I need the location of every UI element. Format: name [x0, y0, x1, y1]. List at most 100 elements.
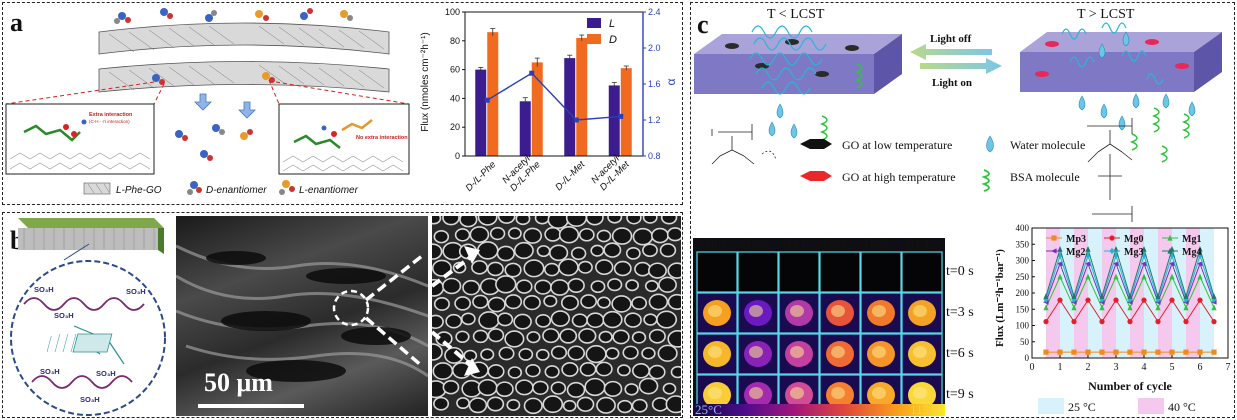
thermal-row-label-3: t=9 s [946, 387, 974, 402]
thermal-cell-0-4 [860, 251, 902, 293]
thermal-image-grid [693, 238, 945, 416]
flux-point-Mg4 [1155, 293, 1161, 299]
thermal-cell-0-0 [696, 251, 738, 293]
colorbar-max: 115°C [910, 402, 943, 417]
thermal-col-label-4: Mg3 [861, 236, 889, 251]
flux-point-Mp3 [1113, 349, 1119, 355]
thermal-col-label-1: Mg0 [738, 236, 766, 251]
panel-b [2, 212, 683, 418]
flux-x-tick-label: 3 [1114, 362, 1119, 373]
y2-tick-label: 2.4 [648, 7, 661, 17]
flux-y-tick-label: 150 [1016, 304, 1030, 314]
bar-D-2 [576, 37, 588, 156]
panel-a [2, 2, 683, 205]
flux-point-Mg4 [1099, 293, 1105, 299]
y2-tick-label: 2.0 [648, 43, 661, 53]
flux-point-Mg4 [1211, 293, 1217, 299]
pore-texture [432, 216, 681, 415]
flux-legend-marker-Mg1 [1167, 234, 1173, 241]
thermal-cell-0-3 [819, 251, 861, 293]
flux-series-Mg1 [1043, 273, 1217, 311]
flux-y-tick-label: 250 [1016, 272, 1030, 282]
membrane-high-temp [1020, 22, 1222, 92]
zoom-circle [10, 260, 166, 416]
flux-point-Mg0 [1197, 297, 1203, 303]
svg-text:SO₃H: SO₃H [34, 285, 54, 294]
flux-legend-label-Mp3: Mp3 [1066, 234, 1086, 245]
flux-x-tick-label: 7 [1226, 362, 1231, 373]
flux-series-Mg0 [1043, 297, 1217, 325]
flux-point-Mp3 [1127, 349, 1133, 355]
inset-no-extra-interaction: No extra interaction [278, 103, 410, 175]
legend-swatch-D [587, 34, 601, 44]
temperature-colorbar: 25°C 115°C [693, 402, 945, 417]
flux-point-Mg0 [1043, 319, 1049, 325]
flux-point-Mg4 [1043, 293, 1049, 299]
category-label-0: D-/L-Phe [464, 159, 499, 194]
y-tick-label: 40 [450, 93, 460, 103]
flux-point-Mg0 [1183, 319, 1189, 325]
flux-legend-marker-Mg2 [1050, 248, 1057, 254]
bar-L-0 [475, 69, 487, 156]
thermal-col-label-0: Mp3 [697, 236, 725, 251]
flux-legend-label-Mg3: Mg3 [1124, 247, 1143, 258]
flux-point-Mg1 [1141, 273, 1147, 280]
pnipam-structure-right [1087, 118, 1133, 222]
thermal-cell-0-5 [901, 251, 943, 293]
flux-x-tick-label: 2 [1086, 362, 1091, 373]
zoom-line [63, 243, 90, 261]
left-title: T < LCST [767, 7, 825, 22]
bar-D-1 [531, 62, 543, 156]
alpha-line [486, 72, 621, 121]
svg-text:SO₃H: SO₃H [54, 311, 74, 320]
y2-tick-label: 1.6 [648, 79, 661, 89]
band-legend: 25 °C 40 °C [1038, 398, 1196, 414]
bar-chart-ylabel: Flux (nmoles cm⁻²h⁻¹) [420, 32, 431, 131]
flux-point-Mp3 [1043, 349, 1049, 355]
flux-point-Mg0 [1085, 297, 1091, 303]
flux-point-Mp3 [1169, 349, 1175, 355]
flux-point-Mg1 [1127, 304, 1133, 311]
membrane-low-temp [694, 25, 902, 95]
flux-point-Mg0 [1113, 297, 1119, 303]
flux-point-Mg2 [1084, 261, 1091, 267]
thermal-cells [696, 251, 943, 416]
panel-c [690, 2, 1235, 418]
flux-chart-ylabel: Flux (Lm⁻²h⁻¹bar⁻¹) [994, 249, 1006, 347]
flux-y-tick-label: 50 [1020, 337, 1030, 347]
flux-legend-label-Mg0: Mg0 [1124, 234, 1143, 245]
flux-point-Mg1 [1211, 304, 1217, 311]
colorbar-min: 25°C [695, 402, 722, 417]
sem-pore-image [432, 216, 681, 416]
polymer-chains [23, 297, 145, 389]
go-membrane-bottom [98, 61, 390, 93]
flux-point-Mg4 [1197, 246, 1203, 252]
flux-legend-marker-Mp3 [1051, 235, 1057, 241]
flux-point-Mg0 [1211, 319, 1217, 325]
inset-extra-interaction: Extra interaction (C-H···π interaction) [5, 103, 155, 175]
y-tick-label: 80 [450, 36, 460, 46]
flux-point-Mg2 [1056, 261, 1063, 267]
go-membrane-top [98, 22, 390, 55]
flux-point-Mg2 [1112, 261, 1119, 267]
flux-x-tick-label: 1 [1058, 362, 1063, 373]
flux-legend-marker-Mg4 [1167, 247, 1173, 254]
legend-water: Water molecule [1010, 138, 1085, 152]
flux-point-Mg4 [1085, 246, 1091, 252]
flux-point-Mp3 [1085, 349, 1091, 355]
flux-cycle-chart: 0 50 100 150 200 250 300 350 400 0 1 2 3 4 5 6 7 Mp3 Mg0 M… [994, 223, 1231, 414]
legend-label-L: L [609, 18, 615, 30]
flux-point-Mg1 [1043, 304, 1049, 311]
legend-go-low: GO at low temperature [842, 138, 952, 152]
flux-legend-label-Mg2: Mg2 [1066, 247, 1085, 258]
flux-legend-marker-Mg0 [1109, 235, 1115, 241]
y-tick-label: 60 [450, 65, 460, 75]
category-label-3: N-acetyl-D-/L-Met [589, 151, 632, 193]
thermal-row-label-1: t=3 s [946, 305, 974, 320]
flux-point-Mp3 [1141, 349, 1147, 355]
category-label-line: D-/L-Phe [464, 159, 499, 194]
inset-left-text: Extra interaction [89, 112, 133, 118]
flux-point-Mp3 [1183, 349, 1189, 355]
flux-chart-xlabel: Number of cycle [1088, 379, 1172, 393]
